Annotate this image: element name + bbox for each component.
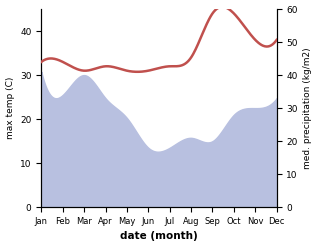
X-axis label: date (month): date (month) <box>120 231 198 242</box>
Y-axis label: med. precipitation (kg/m2): med. precipitation (kg/m2) <box>303 47 313 169</box>
Y-axis label: max temp (C): max temp (C) <box>5 77 15 139</box>
